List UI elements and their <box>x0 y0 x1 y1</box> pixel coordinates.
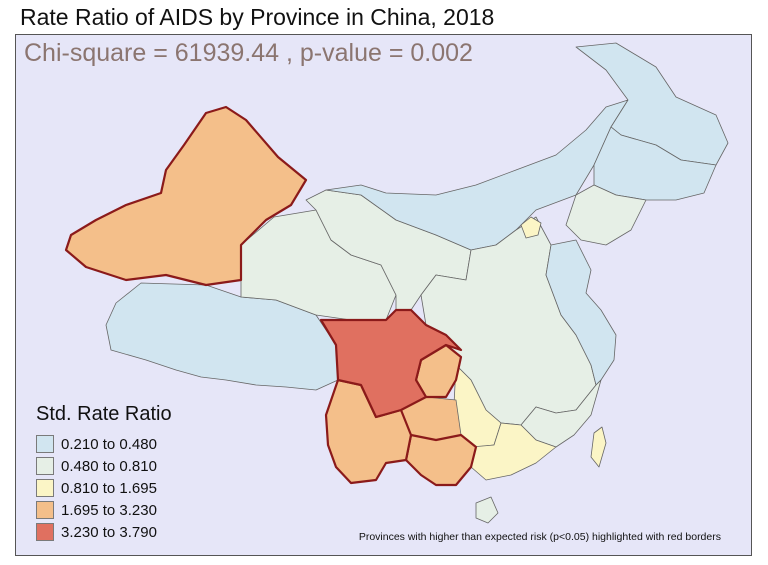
legend-label: 0.810 to 1.695 <box>61 479 157 497</box>
legend-item: 0.210 to 0.480 <box>36 433 172 455</box>
legend-label: 3.230 to 3.790 <box>61 523 157 541</box>
province-liaoning[interactable] <box>565 184 647 246</box>
province-tibet[interactable] <box>105 282 339 391</box>
legend-item: 0.480 to 0.810 <box>36 455 172 477</box>
legend-swatch <box>36 523 54 541</box>
legend-label: 0.480 to 0.810 <box>61 457 157 475</box>
map-title: Rate Ratio of AIDS by Province in China,… <box>20 4 495 30</box>
legend: Std. Rate Ratio 0.210 to 0.480 0.480 to … <box>36 403 172 543</box>
legend-item: 3.230 to 3.790 <box>36 521 172 543</box>
province-group-east-coast[interactable] <box>545 239 617 386</box>
legend-swatch <box>36 501 54 519</box>
legend-swatch <box>36 435 54 453</box>
province-taiwan[interactable] <box>590 426 607 468</box>
legend-item: 0.810 to 1.695 <box>36 477 172 499</box>
legend-label: 0.210 to 0.480 <box>61 435 157 453</box>
legend-swatch <box>36 457 54 475</box>
province-fujian[interactable] <box>520 379 602 448</box>
map-panel: Chi-square = 61939.44 , p-value = 0.002 … <box>15 34 752 556</box>
province-guangdong[interactable] <box>470 422 557 481</box>
chi-square-statistic: Chi-square = 61939.44 , p-value = 0.002 <box>24 39 473 67</box>
province-hainan[interactable] <box>475 496 499 524</box>
legend-label: 1.695 to 3.230 <box>61 501 157 519</box>
province-guangxi[interactable] <box>404 433 478 487</box>
province-jilin[interactable] <box>593 126 717 201</box>
footnote: Provinces with higher than expected risk… <box>358 531 721 543</box>
legend-title: Std. Rate Ratio <box>36 403 172 425</box>
legend-swatch <box>36 479 54 497</box>
province-sichuan[interactable] <box>319 308 463 419</box>
province-xinjiang[interactable] <box>64 105 308 287</box>
china-province-map <box>64 42 729 524</box>
legend-item: 1.695 to 3.230 <box>36 499 172 521</box>
province-beijing[interactable] <box>520 216 542 239</box>
